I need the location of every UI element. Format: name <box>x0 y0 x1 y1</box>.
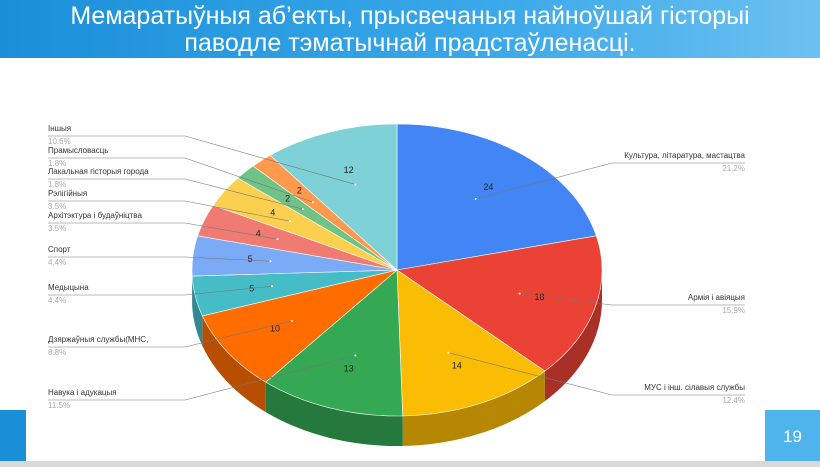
share-label: 11.5% <box>48 401 70 410</box>
leader-line <box>184 200 291 222</box>
slice <box>265 269 404 417</box>
slice-side <box>192 276 203 346</box>
share-label: 21.2% <box>722 164 745 173</box>
share-label: 1.8% <box>48 159 66 168</box>
leader-dot <box>474 197 477 200</box>
category-label: Рэлігійныя <box>48 189 87 198</box>
leader-dot <box>269 260 272 263</box>
category-label: МУС і інш. сілавыя службы <box>644 383 745 392</box>
share-label: 10.6% <box>48 137 71 146</box>
slice <box>396 269 546 417</box>
slice-value-label: 18 <box>534 292 544 302</box>
decor-box <box>0 410 26 464</box>
slice-value-label: 4 <box>256 229 261 239</box>
slice-side <box>402 371 545 446</box>
title-line: Мемаратыўныя аб’екты, прысвечаныя найноў… <box>70 2 750 30</box>
slice <box>396 123 597 271</box>
leader-dot <box>311 201 314 204</box>
slice-value-label: 14 <box>452 360 462 370</box>
leader-line <box>184 222 278 240</box>
share-label: 15.9% <box>722 306 745 315</box>
slice-value-label: 5 <box>248 254 253 264</box>
leader-line <box>184 157 314 203</box>
category-label: Медыцына <box>48 283 89 292</box>
leader-dot <box>270 285 273 288</box>
share-label: 3.5% <box>48 224 66 233</box>
share-label: 4.4% <box>48 296 66 305</box>
slice-side <box>265 382 403 446</box>
leader-dot <box>447 351 450 354</box>
category-label: Навука і адукацыя <box>48 388 117 397</box>
leader-dot <box>276 238 279 241</box>
category-label: Культура, літаратура, мастацтва <box>624 151 745 160</box>
bottom-bar <box>0 461 820 467</box>
leader-line <box>519 293 613 306</box>
slice-value-label: 2 <box>285 194 290 204</box>
leader-line <box>448 352 613 396</box>
category-label: Архітэктура і будаўніцтва <box>48 211 142 220</box>
category-label: Іншыя <box>48 124 71 133</box>
leader-dot <box>290 319 293 322</box>
slice-side <box>202 315 266 413</box>
leader-dot <box>354 183 357 186</box>
category-label: Дзяржаўныя службы(МНС, <box>48 335 148 344</box>
header: Мемаратыўныя аб’екты, прысвечаныя найноў… <box>0 0 820 58</box>
slice-value-label: 13 <box>344 364 354 374</box>
leader-line <box>184 355 356 401</box>
category-label: Прамысловасць <box>48 146 108 155</box>
category-label: Армія і авіяцыя <box>688 293 745 302</box>
slice-value-label: 2 <box>297 186 302 196</box>
share-label: 8.8% <box>48 348 66 357</box>
slice <box>269 123 398 271</box>
leader-dot <box>288 220 291 223</box>
slice-value-label: 24 <box>483 182 493 192</box>
leader-line <box>184 135 356 185</box>
category-label: Спорт <box>48 245 71 254</box>
slice <box>396 235 603 372</box>
slice-side <box>544 270 602 402</box>
slice-value-label: 10 <box>270 324 280 334</box>
share-label: 4.4% <box>48 258 66 267</box>
leader-dot <box>301 208 304 211</box>
page-number: 19 <box>765 410 820 464</box>
leader-line <box>184 285 272 296</box>
leader-line <box>184 178 303 210</box>
slice <box>201 269 398 383</box>
share-label: 1.8% <box>48 180 66 189</box>
slice-value-label: 4 <box>270 208 275 218</box>
slice-value-label: 12 <box>344 165 354 175</box>
category-label: Лакальная гісторыя города <box>48 167 149 176</box>
leader-dot <box>354 354 357 357</box>
share-label: 12.4% <box>722 396 745 405</box>
leader-line <box>475 162 613 200</box>
leader-line <box>184 256 271 262</box>
title-line: паводле тэматычнай прадстаўленасці. <box>184 29 636 57</box>
share-label: 3.5% <box>48 202 66 211</box>
leader-dot <box>518 292 521 295</box>
leader-line <box>184 320 293 348</box>
